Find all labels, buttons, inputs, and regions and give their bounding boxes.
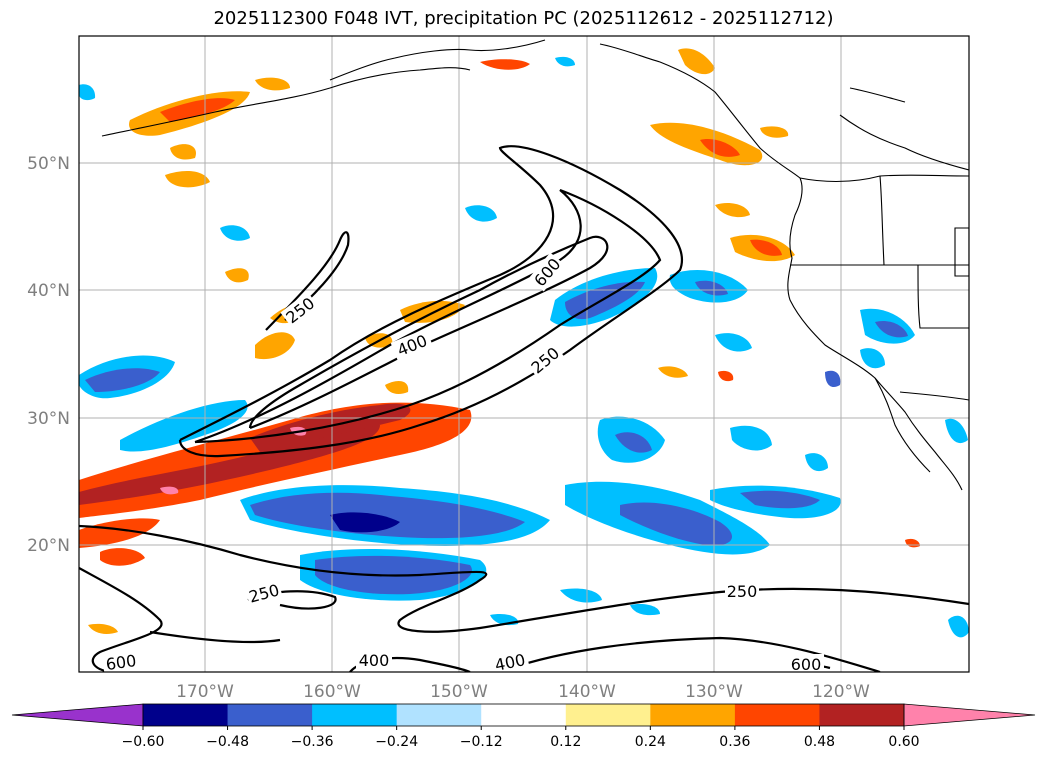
lat-label-30n: 30°N bbox=[27, 409, 70, 429]
colorbar-tick-label: 0.12 bbox=[550, 734, 581, 750]
lon-label-130w: 130°W bbox=[685, 682, 743, 702]
plot-area: 250 400 600 250 250 250 600 400 400 600 bbox=[79, 36, 969, 675]
lon-label-120w: 120°W bbox=[812, 682, 870, 702]
colorbar-tick-label: 0.60 bbox=[888, 734, 919, 750]
colorbar-bin bbox=[143, 704, 229, 726]
longitude-labels: 170°W 160°W 150°W 140°W 130°W 120°W bbox=[176, 682, 870, 702]
colorbar-bin bbox=[227, 704, 313, 726]
colorbar-frame bbox=[142, 703, 905, 727]
colorbar-tick-label: −0.12 bbox=[460, 734, 503, 750]
colorbar-bin bbox=[734, 704, 820, 726]
colorbar-tick-label: −0.36 bbox=[291, 734, 334, 750]
map-title: 2025112300 F048 IVT, precipitation PC (2… bbox=[213, 8, 834, 29]
colorbar-tick-label: 0.24 bbox=[635, 734, 666, 750]
ivt-contours bbox=[79, 145, 969, 672]
plot-frame bbox=[78, 35, 970, 673]
colorbar-bin bbox=[650, 704, 736, 726]
colorbar-tick-label: −0.60 bbox=[122, 734, 165, 750]
colorbar-tick-label: −0.48 bbox=[206, 734, 249, 750]
colorbar bbox=[11, 703, 1036, 727]
lon-label-150w: 150°W bbox=[430, 682, 488, 702]
contour-label-400-c: 400 bbox=[493, 650, 527, 675]
colorbar-extend-max bbox=[903, 703, 1036, 727]
colorbar-bin bbox=[565, 704, 651, 726]
lat-label-20n: 20°N bbox=[27, 536, 70, 556]
lat-label-40n: 40°N bbox=[27, 281, 70, 301]
graticule bbox=[79, 36, 969, 672]
colorbar-bin bbox=[481, 704, 567, 726]
colorbar-bin bbox=[312, 704, 398, 726]
lon-label-170w: 170°W bbox=[176, 682, 234, 702]
colorbar-bin bbox=[396, 704, 482, 726]
colorbar-bin bbox=[819, 704, 905, 726]
precip-negative-shading bbox=[79, 56, 969, 638]
latitude-labels: 50°N 40°N 30°N 20°N bbox=[27, 154, 70, 556]
contour-label-600-c: 600 bbox=[791, 655, 822, 674]
contour-label-250-d: 250 bbox=[727, 582, 758, 601]
contour-label-400-b: 400 bbox=[359, 651, 390, 670]
colorbar-tick-label: 0.48 bbox=[804, 734, 835, 750]
colorbar-tick-label: 0.36 bbox=[719, 734, 750, 750]
lon-label-140w: 140°W bbox=[558, 682, 616, 702]
lon-label-160w: 160°W bbox=[303, 682, 361, 702]
colorbar-labels: −0.60 −0.48 −0.36 −0.24 −0.12 0.12 0.24 0.36 0.4… bbox=[122, 726, 920, 750]
colorbar-tick-label: −0.24 bbox=[375, 734, 418, 750]
coastlines bbox=[101, 39, 969, 491]
contour-label-600-b: 600 bbox=[105, 651, 138, 674]
colorbar-extend-min bbox=[11, 703, 144, 727]
lat-label-50n: 50°N bbox=[27, 154, 70, 174]
